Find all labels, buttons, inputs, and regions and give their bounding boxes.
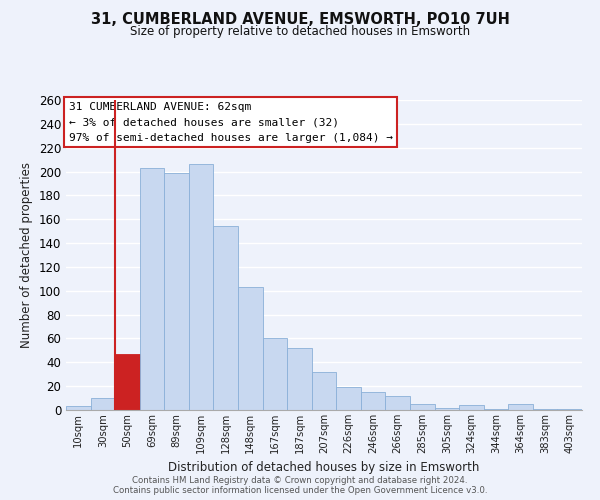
Bar: [410, 404, 434, 410]
Y-axis label: Number of detached properties: Number of detached properties: [20, 162, 33, 348]
Bar: [312, 372, 336, 410]
Bar: [238, 287, 263, 410]
X-axis label: Distribution of detached houses by size in Emsworth: Distribution of detached houses by size …: [169, 462, 479, 474]
Bar: [557, 409, 582, 410]
Bar: [140, 168, 164, 410]
Text: Contains public sector information licensed under the Open Government Licence v3: Contains public sector information licen…: [113, 486, 487, 495]
Text: Size of property relative to detached houses in Emsworth: Size of property relative to detached ho…: [130, 25, 470, 38]
Bar: [263, 338, 287, 410]
Bar: [287, 348, 312, 410]
Text: 31, CUMBERLAND AVENUE, EMSWORTH, PO10 7UH: 31, CUMBERLAND AVENUE, EMSWORTH, PO10 7U…: [91, 12, 509, 28]
Bar: [385, 396, 410, 410]
Bar: [66, 406, 91, 410]
Bar: [189, 164, 214, 410]
Bar: [164, 172, 189, 410]
Text: 31 CUMBERLAND AVENUE: 62sqm
← 3% of detached houses are smaller (32)
97% of semi: 31 CUMBERLAND AVENUE: 62sqm ← 3% of deta…: [68, 102, 392, 143]
Text: Contains HM Land Registry data © Crown copyright and database right 2024.: Contains HM Land Registry data © Crown c…: [132, 476, 468, 485]
Bar: [533, 409, 557, 410]
Bar: [115, 354, 140, 410]
Bar: [434, 408, 459, 410]
Bar: [361, 392, 385, 410]
Bar: [459, 405, 484, 410]
Bar: [214, 226, 238, 410]
Bar: [508, 404, 533, 410]
Bar: [336, 388, 361, 410]
Bar: [484, 409, 508, 410]
Bar: [91, 398, 115, 410]
